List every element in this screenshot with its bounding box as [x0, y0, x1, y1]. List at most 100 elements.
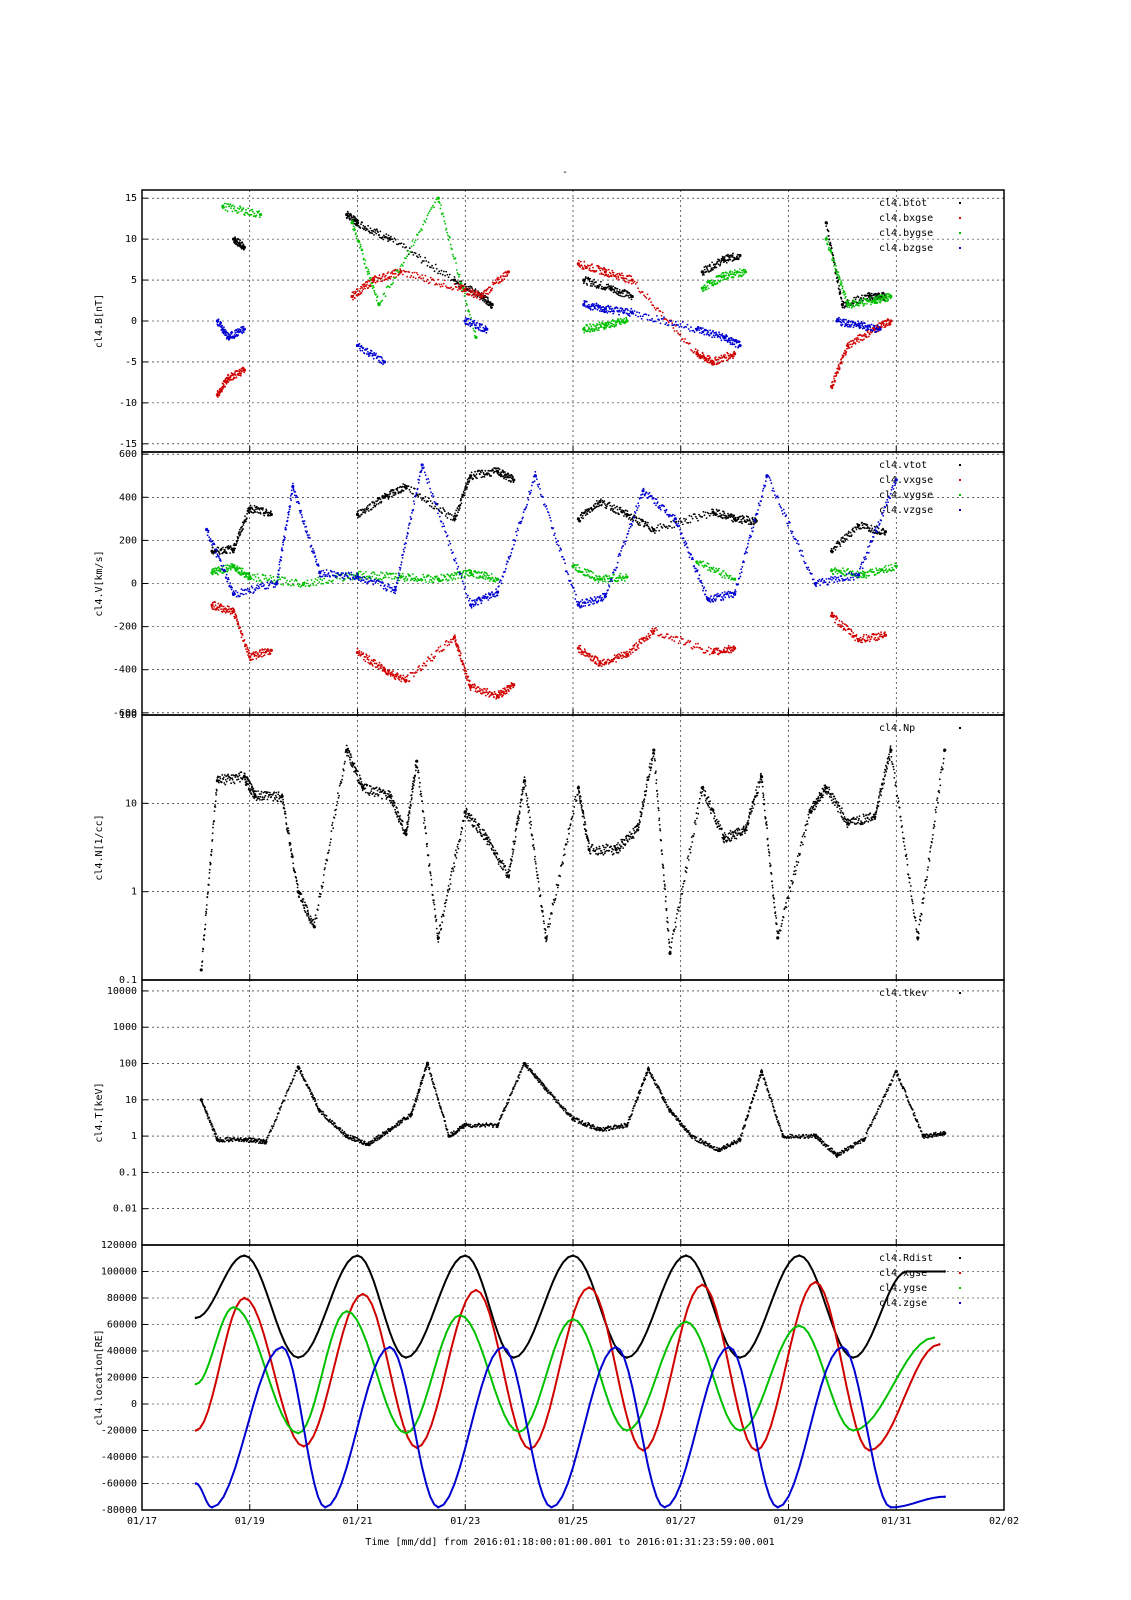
data-point: [238, 208, 241, 210]
data-point: [401, 246, 404, 248]
data-point: [380, 300, 383, 303]
data-point: [584, 514, 587, 516]
data-point: [601, 310, 604, 313]
data-point: [691, 648, 694, 650]
data-point: [605, 269, 608, 271]
data-point: [879, 301, 882, 304]
data-point: [237, 328, 239, 330]
data-point: [228, 610, 231, 613]
data-point: [689, 640, 692, 643]
data-point: [464, 283, 467, 285]
data-point: [472, 477, 474, 480]
data-point: [683, 340, 685, 343]
data-point: [698, 513, 700, 516]
data-point: [719, 280, 721, 283]
data-point: [384, 295, 387, 298]
data-point: [624, 277, 626, 280]
data-point: [692, 329, 695, 332]
data-point: [871, 295, 873, 297]
data-point: [708, 514, 711, 517]
data-point: [600, 324, 602, 327]
data-point: [705, 286, 708, 289]
data-point: [663, 525, 666, 528]
data-point: [250, 213, 253, 216]
data-point: [645, 313, 648, 316]
data-point: [624, 321, 627, 324]
data-point: [383, 273, 385, 276]
data-point: [588, 508, 591, 511]
data-point: [694, 348, 697, 351]
data-point: [223, 610, 226, 613]
data-point: [873, 633, 876, 636]
data-point: [216, 320, 219, 322]
data-point: [227, 203, 230, 206]
data-point: [878, 298, 881, 301]
data-point: [448, 273, 451, 276]
data-point: [471, 294, 473, 297]
data-point: [600, 498, 602, 500]
data-point: [259, 579, 262, 582]
data-point: [847, 321, 850, 324]
data-point: [628, 292, 631, 294]
data-point: [432, 278, 434, 281]
data-point: [259, 655, 262, 657]
legend-marker: [959, 247, 961, 249]
data-point: [415, 272, 418, 274]
data-point: [455, 639, 457, 641]
data-point: [390, 235, 392, 238]
data-point: [718, 652, 720, 655]
figure-top-mark: -: [562, 167, 568, 178]
data-point: [686, 641, 689, 643]
data-point: [316, 579, 319, 581]
data-point: [672, 636, 675, 638]
data-point: [234, 374, 237, 376]
data-point: [664, 323, 667, 326]
data-point: [724, 278, 726, 281]
data-point: [456, 272, 459, 274]
data-point: [679, 635, 682, 638]
data-point: [416, 273, 419, 276]
data-point: [850, 302, 853, 304]
data-point: [378, 274, 381, 277]
data-point: [354, 297, 356, 300]
data-point: [408, 271, 411, 273]
data-point: [318, 581, 321, 583]
data-point: [716, 260, 719, 263]
data-point: [237, 624, 240, 626]
data-point: [328, 579, 330, 582]
data-point: [826, 243, 829, 246]
data-point: [455, 269, 458, 271]
data-point: [705, 357, 708, 360]
y-tick-label: -15: [119, 439, 137, 450]
data-point: [583, 648, 586, 651]
data-point: [423, 219, 426, 222]
data-point: [375, 276, 378, 279]
data-point: [387, 674, 389, 676]
data-point: [670, 635, 672, 638]
data-point: [357, 516, 359, 519]
data-point: [722, 271, 725, 274]
data-point: [733, 271, 736, 274]
data-point: [842, 536, 844, 539]
data-point: [457, 273, 460, 276]
data-point: [438, 283, 441, 286]
legend-label: cl4.vzgse: [879, 505, 933, 516]
data-point: [714, 356, 717, 358]
data-point: [225, 206, 228, 208]
data-point: [728, 337, 731, 340]
data-point: [847, 319, 850, 322]
data-point: [456, 649, 459, 652]
data-point: [296, 583, 299, 586]
data-point: [433, 206, 435, 209]
data-point: [224, 549, 226, 551]
data-point: [830, 247, 833, 250]
data-point: [743, 271, 746, 273]
data-point: [412, 672, 414, 674]
data-point: [374, 659, 376, 662]
data-point: [625, 280, 627, 283]
data-point: [380, 277, 383, 280]
data-point: [843, 321, 845, 323]
data-point: [713, 363, 716, 366]
data-point: [405, 270, 407, 273]
data-point: [847, 530, 850, 533]
